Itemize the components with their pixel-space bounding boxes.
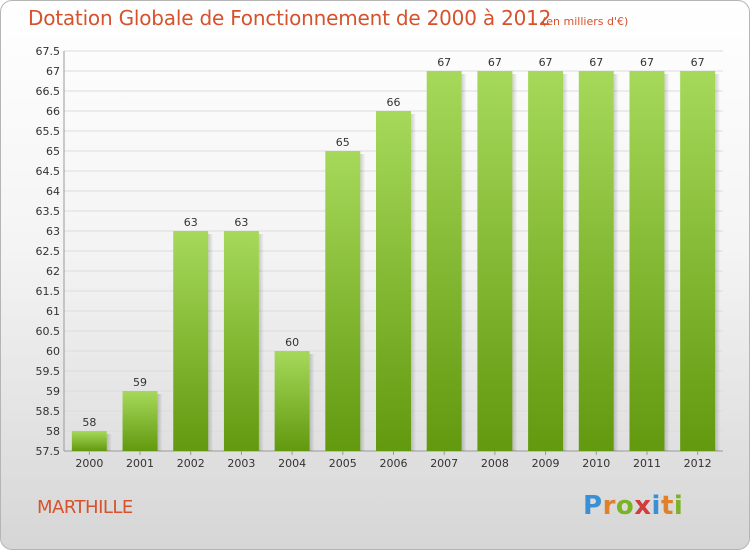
y-tick-label: 66 [46,105,60,118]
bar [173,231,209,451]
x-tick-label: 2006 [380,457,408,470]
logo-letter: i [673,491,684,521]
bar [223,231,259,451]
x-tick-label: 2009 [532,457,560,470]
y-tick-label: 67.5 [36,45,61,58]
bar [122,391,158,451]
x-tick-label: 2005 [329,457,357,470]
x-tick-label: 2008 [481,457,509,470]
bar-shadow [157,394,163,451]
bar [274,351,310,451]
commune-name: MARTHILLE [37,497,133,518]
bar-shadow [715,74,721,451]
axes: 57.5 58 58.5 59 59.5 60 60.5 61 61.5 62 62.5 63 63.5… [36,45,723,470]
bar-shadow [512,74,518,451]
proxiti-logo: Proxiti [583,491,683,521]
data-label: 66 [387,96,401,109]
x-tick-label: 2010 [582,457,610,470]
y-tick-label: 59.5 [36,365,61,378]
bar-shadow [106,434,112,451]
bar-shadow [360,154,366,451]
y-tick-label: 60.5 [36,325,61,338]
bars [71,71,721,451]
bar [426,71,462,451]
y-tick-label: 58 [46,425,60,438]
data-label: 63 [234,216,248,229]
data-label: 58 [82,416,96,429]
data-label: 67 [691,56,705,69]
bar [477,71,513,451]
bar-shadow [208,234,214,451]
bar [376,111,411,451]
y-tick-label: 63 [46,225,60,238]
logo-letter: x [634,491,652,521]
bar-shadow [613,74,619,451]
logo-letter: o [615,491,635,521]
x-tick-label: 2004 [278,457,306,470]
bar [680,71,716,451]
x-tick-label: 2001 [126,457,154,470]
y-tick-label: 62.5 [36,245,61,258]
data-label: 67 [488,56,502,69]
logo-letter: P [583,491,603,521]
x-tick-label: 2003 [227,457,255,470]
y-tick-label: 63.5 [36,205,61,218]
logo-letter: t [660,491,674,521]
data-label: 63 [184,216,198,229]
bar-shadow [258,234,264,451]
x-tick-label: 2012 [684,457,712,470]
bar-shadow [410,114,416,451]
y-tick-label: 58.5 [36,405,61,418]
y-tick-label: 66.5 [36,85,61,98]
chart-unit: (en milliers d'€) [542,15,629,28]
logo-letter: i [651,491,661,521]
y-tick-label: 59 [46,385,60,398]
y-tick-label: 64.5 [36,165,61,178]
y-tick-label: 61.5 [36,285,61,298]
bar [325,151,361,451]
y-tick-label: 65 [46,145,60,158]
bar-shadow [563,74,569,451]
bar-shadow [309,354,315,451]
x-tick-label: 2007 [430,457,458,470]
data-label: 60 [285,336,299,349]
y-tick-label: 60 [46,345,60,358]
bar [629,71,665,451]
bar-shadow [664,74,670,451]
y-tick-label: 62 [46,265,60,278]
bar-shadow [461,74,467,451]
data-label: 59 [133,376,147,389]
y-tick-label: 67 [46,65,60,78]
data-label: 67 [539,56,553,69]
x-tick-label: 2000 [75,457,103,470]
chart-title: Dotation Globale de Fonctionnement de 20… [28,6,552,30]
x-tick-label: 2011 [633,457,661,470]
bar [528,71,564,451]
y-tick-label: 64 [46,185,60,198]
y-tick-label: 65.5 [36,125,61,138]
y-tick-label: 61 [46,305,60,318]
value-labels: 58 59 63 63 60 65 66 67 67 67 67 67 67 [82,56,704,429]
data-label: 67 [589,56,603,69]
data-label: 65 [336,136,350,149]
bar [578,71,614,451]
data-label: 67 [437,56,451,69]
y-tick-label: 57.5 [36,445,61,458]
bar [71,431,107,451]
data-label: 67 [640,56,654,69]
logo-letter: r [602,491,616,521]
x-tick-label: 2002 [177,457,205,470]
